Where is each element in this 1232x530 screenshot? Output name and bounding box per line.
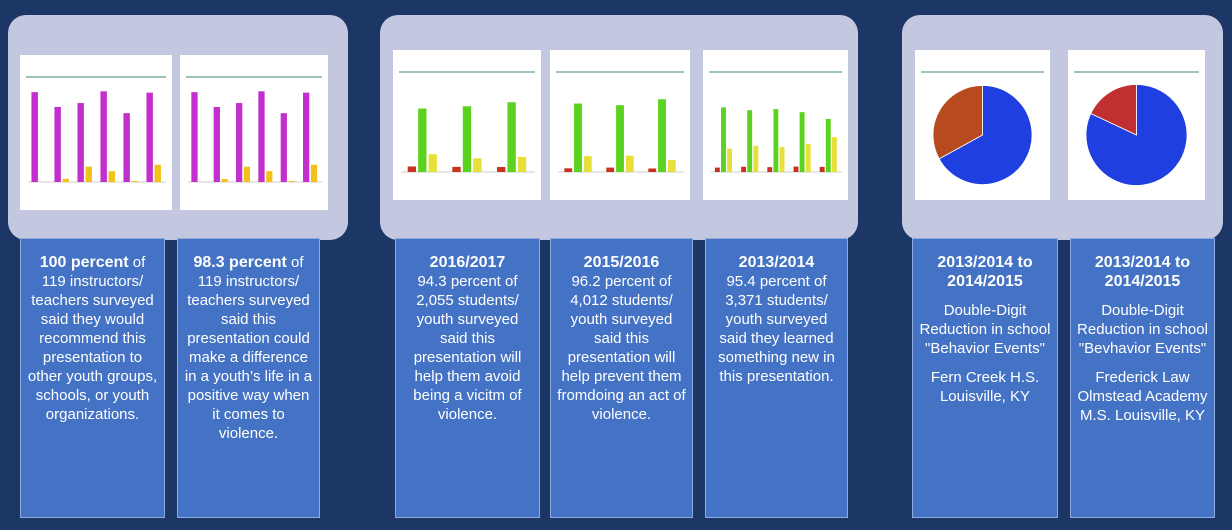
bar [753,145,759,172]
bar [583,156,592,172]
bar [507,102,516,172]
bar [243,166,251,182]
bar [123,113,130,182]
thumbnail [1068,50,1205,200]
text-box: 2013/2014 to 2014/2015 Double-Digit Reduc… [912,238,1058,518]
bar [288,181,295,182]
bar [741,166,747,172]
bar [303,92,310,182]
bar [266,171,273,182]
bar [108,171,115,182]
pie-slice [938,85,1033,185]
text: Double-Digit Reduction in school "Bevhav… [1077,302,1208,357]
bar [497,166,506,172]
bar [667,160,676,172]
bar [100,91,107,182]
thumbnail [180,55,328,210]
lead: 100 percent [39,254,129,271]
bar [721,107,726,172]
bar [62,178,69,182]
bar [714,167,720,172]
pie-slice [1090,84,1137,136]
bar [805,143,811,172]
bar [146,92,153,182]
place: Fern Creek H.S. Louisville, KY [930,369,1040,405]
thumbnail [703,50,848,200]
bar [428,154,437,172]
bar [473,158,482,172]
bar [213,106,220,182]
bar [407,166,417,172]
bar [221,179,228,182]
text-box: 100 percent of 119 instructors/ teachers… [20,238,165,518]
bar [831,137,837,172]
bar [767,167,773,172]
bar [31,92,38,182]
thumbnail [393,50,541,200]
bar [625,155,634,172]
text: 94.3 percent of 2,055 students/ youth su… [413,273,522,423]
bar [564,168,573,172]
text-box: 2016/2017 94.3 percent of 2,055 students/… [395,238,540,518]
text-box: 2013/2014 95.4 percent of 3,371 students/… [705,238,848,518]
bar [616,105,624,172]
bar [154,164,161,182]
bar [236,103,243,182]
bar [517,156,527,172]
place: Frederick Law Olmstead Academy M.S. Loui… [1077,369,1208,424]
bar [606,167,615,172]
lead: 2016/2017 [429,254,506,271]
bar [773,109,779,172]
thumbnail [550,50,690,200]
bar [825,118,831,172]
bar [310,164,318,182]
lead: 2013/2014 [738,254,815,271]
text-box: 98.3 percent of 119 instructors/ teacher… [177,238,320,518]
text: Double-Digit Reduction in school "Behavi… [919,302,1051,357]
bar [658,99,666,172]
pie-slice [932,85,983,160]
text-box: 2015/2016 96.2 percent of 4,012 students/… [550,238,693,518]
bar [85,166,92,182]
bar [648,168,657,172]
bar [819,166,825,172]
bar [54,106,61,182]
bar [574,103,582,172]
thumbnail [20,55,172,210]
bar [462,106,472,172]
bar [191,92,198,182]
text: of 119 instructors/ teachers surveyed sa… [184,254,313,442]
bar [799,112,805,172]
text: of 119 instructors/ teachers surveyed sa… [27,254,158,423]
bar [131,181,138,182]
lead: 2015/2016 [583,254,660,271]
bar [258,91,265,182]
lead: 2013/2014 to 2014/2015 [1094,254,1191,290]
bar [452,166,461,172]
bar [727,148,733,172]
lead: 98.3 percent [193,254,287,271]
text: 95.4 percent of 3,371 students/ youth su… [718,273,835,385]
text-box: 2013/2014 to 2014/2015 Double-Digit Reduc… [1070,238,1215,518]
bar [280,113,287,182]
text: 96.2 percent of 4,012 students/ youth su… [557,273,686,423]
bar [779,146,785,172]
bar [793,166,799,172]
thumbnail [915,50,1050,200]
bar [747,110,753,172]
bar [77,103,84,182]
lead: 2013/2014 to 2014/2015 [937,254,1033,290]
bar [418,108,427,172]
